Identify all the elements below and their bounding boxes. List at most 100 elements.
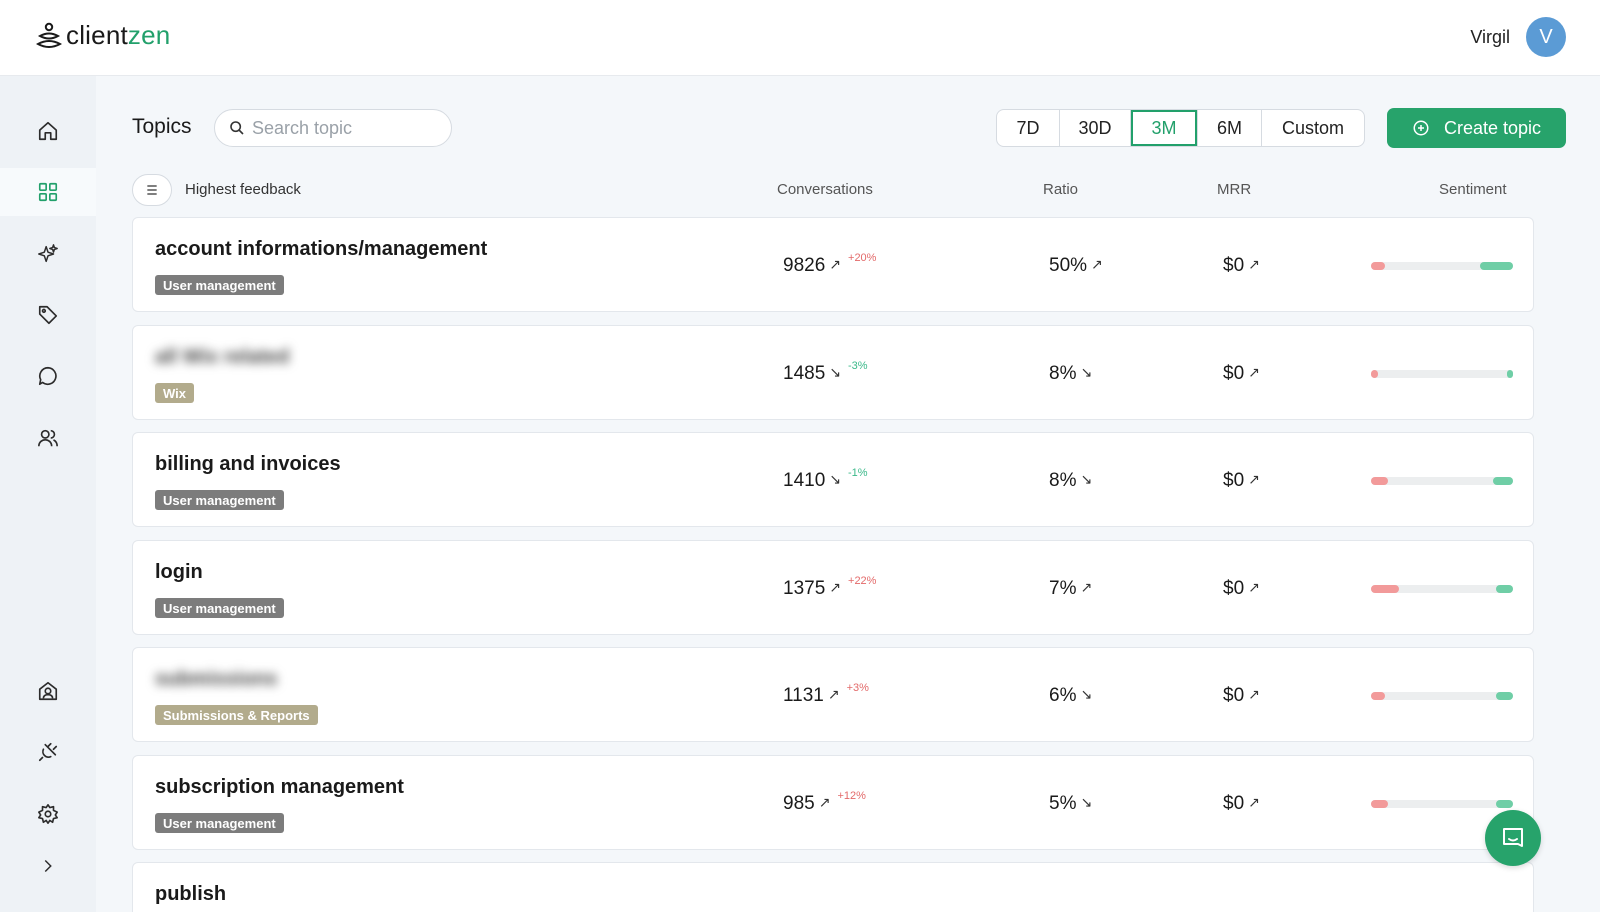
trend-down-icon: ↘	[1080, 364, 1093, 380]
period-3m[interactable]: 3M	[1131, 110, 1198, 146]
sidebar	[0, 76, 96, 912]
topic-title[interactable]: account informations/management	[155, 238, 488, 260]
trend-up-icon: ↗	[1248, 471, 1260, 487]
sentiment-positive	[1495, 585, 1513, 593]
topic-row[interactable]: subscription management User management 98…	[132, 755, 1534, 850]
sidebar-item-integrations[interactable]	[0, 728, 96, 776]
sidebar-item-users[interactable]	[0, 414, 96, 462]
conversations-delta: +20%	[848, 252, 877, 264]
sort-button[interactable]	[132, 174, 172, 206]
trend-up-icon: ↗	[829, 256, 842, 272]
topic-title[interactable]: login	[155, 561, 203, 583]
conversations-value: 1485	[783, 363, 826, 384]
period-30d[interactable]: 30D	[1060, 110, 1131, 146]
trend-up-icon: ↗	[829, 579, 842, 595]
trend-up-icon: ↗	[1091, 256, 1103, 272]
create-topic-button[interactable]: Create topic	[1387, 108, 1566, 148]
support-chat-button[interactable]	[1485, 810, 1541, 866]
ratio-value: 7%	[1049, 578, 1077, 599]
sidebar-collapse-toggle[interactable]	[0, 842, 96, 890]
plus-circle-icon	[1413, 120, 1429, 136]
topic-title[interactable]: billing and invoices	[155, 453, 341, 475]
sentiment-negative	[1371, 800, 1389, 808]
ratio-value: 8%	[1049, 363, 1077, 384]
conversations-delta: -3%	[848, 360, 868, 372]
mrr-value: $0	[1223, 685, 1245, 706]
user-name: Virgil	[1470, 26, 1510, 47]
gear-icon	[38, 804, 58, 824]
conversations-cell: 1410 ↘ -1%	[783, 467, 868, 492]
sentiment-positive	[1493, 477, 1513, 485]
conversations-delta: -1%	[848, 467, 868, 479]
sentiment-negative	[1371, 477, 1389, 485]
conversations-cell: 9826 ↗ +20%	[783, 252, 877, 277]
sparkles-icon	[38, 244, 58, 263]
clientzen-logo[interactable]: clientzen	[36, 20, 170, 51]
sidebar-item-tags[interactable]	[0, 291, 96, 339]
trend-up-icon: ↗	[1248, 686, 1260, 702]
logo-icon	[36, 22, 62, 48]
topic-title[interactable]: publish	[155, 883, 227, 905]
mrr-cell: $0 ↗	[1223, 685, 1260, 707]
topic-row[interactable]: all Wix related Wix 1485 ↘ -3% 8% ↘ $0 ↗	[132, 325, 1534, 420]
topic-title[interactable]: all Wix related	[155, 346, 290, 368]
period-7d[interactable]: 7D	[997, 110, 1060, 146]
mrr-value: $0	[1223, 578, 1245, 599]
conversations-delta: +22%	[848, 575, 877, 587]
avatar[interactable]: V	[1526, 17, 1566, 57]
sidebar-item-home[interactable]	[0, 107, 96, 155]
topic-row[interactable]: submissions Submissions & Reports 1131 ↗ +3%…	[132, 647, 1534, 742]
mrr-value: $0	[1223, 255, 1245, 276]
menu-icon	[147, 185, 157, 195]
topic-tag: Submissions & Reports	[155, 705, 318, 725]
period-custom[interactable]: Custom	[1281, 117, 1344, 138]
column-header-ratio[interactable]: Ratio	[1043, 181, 1079, 198]
mrr-cell: $0 ↗	[1223, 470, 1260, 492]
search-input[interactable]	[252, 117, 442, 139]
sentiment-positive	[1480, 262, 1513, 270]
sidebar-item-settings[interactable]	[0, 790, 96, 838]
topic-row[interactable]: login User management 1375 ↗ +22% 7% ↗ $0 ↗	[132, 540, 1534, 635]
trend-down-icon: ↘	[829, 364, 842, 380]
column-header-conversations[interactable]: Conversations	[777, 181, 873, 198]
create-topic-label: Create topic	[1443, 117, 1542, 138]
sidebar-item-account[interactable]	[0, 667, 96, 715]
topic-row[interactable]: publish	[132, 862, 1534, 912]
topic-title[interactable]: subscription management	[155, 776, 404, 798]
sentiment-bar	[1371, 262, 1513, 270]
sentiment-negative	[1371, 370, 1379, 378]
search-box[interactable]	[214, 109, 452, 147]
topic-tag: User management	[155, 813, 284, 833]
mrr-value: $0	[1223, 470, 1245, 491]
topic-title[interactable]: submissions	[155, 668, 278, 690]
sentiment-bar	[1371, 800, 1513, 808]
chat-icon	[38, 366, 57, 386]
conversations-cell: 1375 ↗ +22%	[783, 575, 877, 600]
period-6m[interactable]: 6M	[1198, 110, 1262, 146]
topic-row[interactable]: billing and invoices User management 1410 ↘…	[132, 432, 1534, 527]
trend-down-icon: ↘	[829, 471, 842, 487]
ratio-cell: 6% ↘	[1049, 685, 1092, 707]
topic-row[interactable]: account informations/management User mana…	[132, 217, 1534, 312]
ratio-value: 50%	[1049, 255, 1088, 276]
conversations-value: 9826	[783, 255, 826, 276]
sentiment-bar	[1371, 585, 1513, 593]
topic-tag: Wix	[155, 383, 194, 403]
sort-label: Highest feedback	[185, 181, 301, 198]
trend-up-icon: ↗	[818, 794, 831, 810]
conversations-value: 1410	[783, 470, 826, 491]
mrr-cell: $0 ↗	[1223, 578, 1260, 600]
column-header-mrr[interactable]: MRR	[1217, 181, 1252, 198]
sentiment-negative	[1371, 585, 1400, 593]
user-menu[interactable]: Virgil V	[1470, 17, 1566, 57]
column-header-sentiment[interactable]: Sentiment	[1439, 181, 1507, 198]
users-icon	[38, 429, 58, 447]
sidebar-item-topics[interactable]	[0, 168, 96, 216]
sidebar-item-conversations[interactable]	[0, 352, 96, 400]
plug-icon	[38, 742, 58, 762]
trend-up-icon: ↗	[1248, 579, 1260, 595]
sidebar-item-insights[interactable]	[0, 230, 96, 278]
page-title: Topics	[132, 115, 192, 138]
sentiment-negative	[1371, 262, 1386, 270]
home-icon	[38, 121, 58, 141]
